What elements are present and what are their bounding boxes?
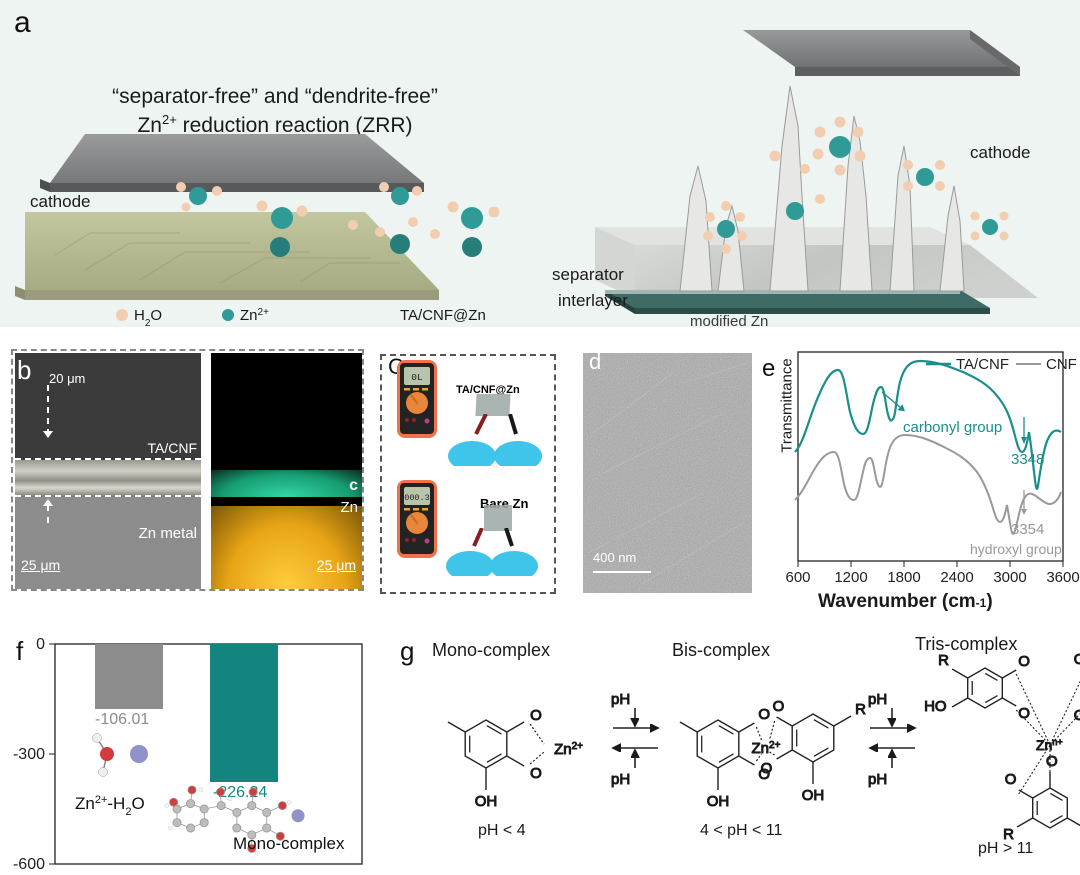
svg-text:TA/CNF: TA/CNF [956,356,1009,373]
svg-text:O: O [1018,653,1030,670]
svg-text:R: R [1003,826,1014,843]
svg-text:O: O [758,706,770,723]
svg-text:Znn+: Znn+ [1036,737,1063,753]
svg-text:Zn2+-H2O: Zn2+-H2O [75,794,145,818]
svg-text:OH: OH [802,787,825,804]
svg-text:0: 0 [36,636,45,653]
svg-text:O: O [1005,771,1017,788]
svg-text:2400: 2400 [940,569,973,586]
svg-text:-106.01: -106.01 [95,711,149,728]
svg-text:-300: -300 [13,746,45,763]
svg-text:pH: pH [868,771,887,788]
svg-text:pH: pH [611,771,630,788]
svg-text:Zn2+: Zn2+ [554,741,583,759]
svg-text:O: O [530,707,542,724]
svg-text:OH: OH [475,793,498,810]
svg-text:O: O [1046,753,1058,770]
svg-text:cathode: cathode [30,192,91,211]
svg-text:hydroxyl group: hydroxyl group [970,541,1062,557]
svg-text:R: R [855,701,866,718]
svg-text:cathode: cathode [970,143,1031,162]
svg-text:OH: OH [707,793,730,810]
svg-text:3348: 3348 [1011,451,1044,468]
svg-text:Zn2+: Zn2+ [752,740,781,758]
svg-text:CNF: CNF [1046,356,1077,373]
svg-text:1800: 1800 [887,569,920,586]
svg-text:pH: pH [868,691,887,708]
svg-text:HO: HO [924,698,947,715]
svg-text:pH: pH [611,691,630,708]
svg-text:3000: 3000 [993,569,1026,586]
svg-text:Mono-complex: Mono-complex [233,834,345,853]
svg-text:R: R [938,652,949,669]
svg-text:000.3: 000.3 [404,493,430,503]
svg-text:0L: 0L [411,372,423,383]
svg-text:interlayer: interlayer [558,291,628,310]
svg-text:O: O [1074,651,1080,668]
svg-text:O: O [773,698,785,715]
svg-text:O: O [761,760,773,777]
svg-text:1200: 1200 [834,569,867,586]
svg-text:O: O [1074,707,1080,724]
svg-text:separator: separator [552,265,624,284]
svg-text:Zn2+: Zn2+ [240,307,269,325]
svg-text:3354: 3354 [1011,521,1044,538]
svg-text:carbonyl group: carbonyl group [903,419,1002,436]
svg-text:600: 600 [785,569,810,586]
svg-text:TA/CNF@Zn: TA/CNF@Zn [400,307,486,324]
svg-text:O: O [530,765,542,782]
svg-text:H2O: H2O [134,307,162,329]
svg-text:3600: 3600 [1046,569,1079,586]
svg-text:modified Zn: modified Zn [690,313,768,330]
svg-text:-600: -600 [13,856,45,873]
